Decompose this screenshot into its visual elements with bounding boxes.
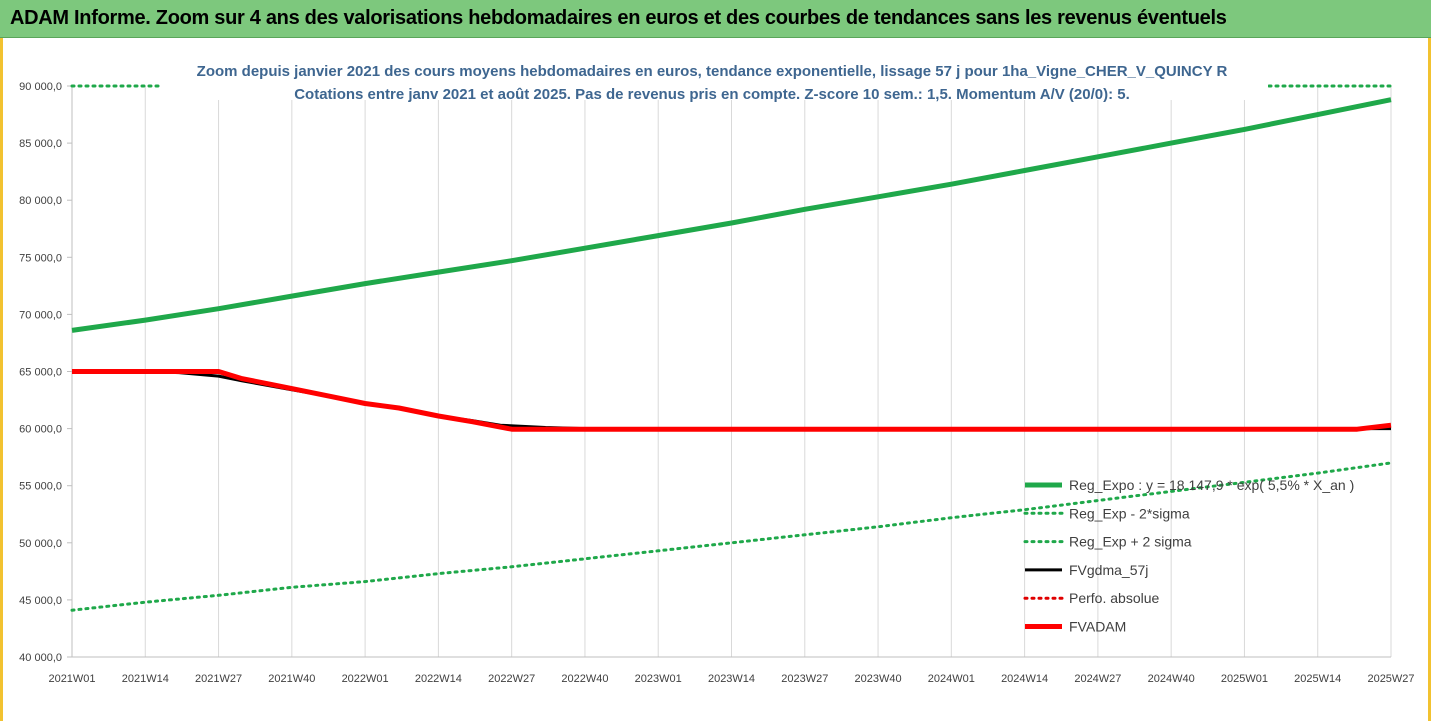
chart-legend: Reg_Expo : y = 18 147,9 * exp( 5,5% * X_… xyxy=(1023,477,1354,635)
report-banner: ADAM Informe. Zoom sur 4 ans des valoris… xyxy=(0,0,1431,38)
x-tick-label: 2021W40 xyxy=(268,673,315,685)
y-tick-label: 55 000,0 xyxy=(19,481,62,493)
x-tick-label: 2021W27 xyxy=(195,673,242,685)
x-tick-label: 2023W40 xyxy=(855,673,902,685)
legend-label: Reg_Exp - 2*sigma xyxy=(1069,505,1190,521)
y-tick-label: 50 000,0 xyxy=(19,538,62,550)
legend-label: FVADAM xyxy=(1069,619,1126,635)
x-tick-label: 2024W27 xyxy=(1074,673,1121,685)
chart-title-line2: Cotations entre janv 2021 et août 2025. … xyxy=(294,86,1130,103)
series-line-reg_expo xyxy=(71,97,1392,333)
legend-label: FVgdma_57j xyxy=(1069,562,1148,578)
x-tick-label: 2022W27 xyxy=(488,673,535,685)
y-tick-label: 85 000,0 xyxy=(19,138,62,150)
y-tick-label: 65 000,0 xyxy=(19,367,62,379)
y-tick-label: 75 000,0 xyxy=(19,252,62,264)
y-tick-label: 70 000,0 xyxy=(19,309,62,321)
x-tick-label: 2022W40 xyxy=(561,673,608,685)
x-tick-label: 2025W14 xyxy=(1294,673,1341,685)
series-line-reg_exp xyxy=(70,461,1393,612)
legend-label: Reg_Exp + 2 sigma xyxy=(1069,534,1192,550)
x-tick-label: 2023W27 xyxy=(781,673,828,685)
legend-label: Perfo. absolue xyxy=(1069,590,1159,606)
x-tick-label: 2025W01 xyxy=(1221,673,1268,685)
title-box xyxy=(160,58,1268,100)
x-tick-label: 2024W14 xyxy=(1001,673,1048,685)
x-tick-label: 2023W14 xyxy=(708,673,755,685)
chart-axes: 2021W01 2021W14 2021W27 2021W40 2022W01 2022W… xyxy=(19,81,1414,685)
x-tick-label: 2021W01 xyxy=(48,673,95,685)
chart-grid xyxy=(71,86,1392,657)
legend-label: Reg_Expo : y = 18 147,9 * exp( 5,5% * X_… xyxy=(1069,477,1354,493)
x-tick-label: 2024W40 xyxy=(1148,673,1195,685)
x-tick-label: 2021W14 xyxy=(122,673,169,685)
chart-title-line1: Zoom depuis janvier 2021 des cours moyen… xyxy=(197,63,1228,80)
x-tick-label: 2022W14 xyxy=(415,673,462,685)
x-tick-label: 2025W27 xyxy=(1367,673,1414,685)
x-tick-label: 2024W01 xyxy=(928,673,975,685)
x-tick-label: 2023W01 xyxy=(635,673,682,685)
y-tick-label: 80 000,0 xyxy=(19,195,62,207)
y-tick-label: 45 000,0 xyxy=(19,595,62,607)
y-tick-label: 90 000,0 xyxy=(19,81,62,93)
series-line-fvadam xyxy=(72,369,1392,432)
y-tick-label: 40 000,0 xyxy=(19,652,62,664)
x-tick-label: 2022W01 xyxy=(342,673,389,685)
y-tick-label: 60 000,0 xyxy=(19,424,62,436)
report-title: ADAM Informe. Zoom sur 4 ans des valoris… xyxy=(10,7,1227,29)
chart-frame xyxy=(0,38,1431,721)
